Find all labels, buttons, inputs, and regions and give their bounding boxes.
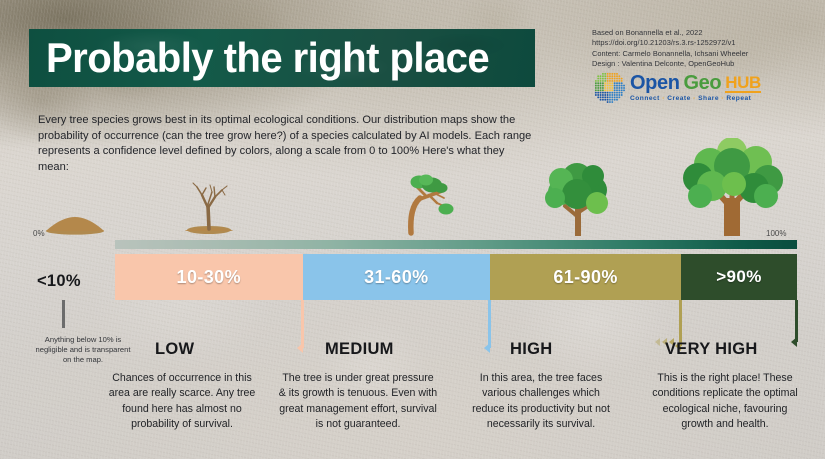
description-low: Chances of occurrence in this area are r… bbox=[108, 372, 256, 431]
tick-high bbox=[675, 300, 683, 351]
segment-range-label: >90% bbox=[716, 267, 762, 286]
below-threshold-note: Anything below 10% is negligible and is … bbox=[35, 335, 131, 364]
credit-line-content: Content: Carmelo Bonannella, Ichsani Whe… bbox=[592, 48, 749, 58]
category-label-low: LOW bbox=[155, 340, 195, 358]
segment-10-30[interactable]: 10-30% bbox=[115, 254, 303, 300]
below-threshold-label: <10% bbox=[37, 272, 81, 290]
opengeohub-logo: Open Geo HUB Connect · Create · Share · … bbox=[592, 70, 761, 104]
description-very-high: This is the right place! These condition… bbox=[652, 372, 798, 431]
category-label-medium: MEDIUM bbox=[325, 340, 394, 358]
title-banner: Probably the right place bbox=[29, 29, 535, 87]
logo-word-open: Open bbox=[630, 71, 680, 94]
category-label-very-high: VERY HIGH bbox=[665, 340, 758, 358]
description-high: In this area, the tree faces various cha… bbox=[472, 372, 610, 431]
category-label-high: HIGH bbox=[510, 340, 553, 358]
scale-max-label: 100% bbox=[766, 229, 787, 238]
page-title: Probably the right place bbox=[46, 34, 490, 81]
credits-block: Based on Bonannella et al., 2022 https:/… bbox=[592, 28, 822, 69]
segment-31-60[interactable]: 31-60% bbox=[302, 254, 491, 300]
logo-word-hub: HUB bbox=[725, 72, 761, 93]
logo-tagline: Connect · Create · Share · Repeat bbox=[630, 94, 752, 102]
scale-min-label: 0% bbox=[33, 229, 45, 238]
segment-61-90[interactable]: 61-90% bbox=[490, 254, 682, 300]
bare-mound-icon bbox=[46, 217, 104, 235]
credit-line-design: Design : Valentina Delconte, OpenGeoHub bbox=[592, 58, 735, 68]
tick-very-high bbox=[791, 300, 798, 347]
credit-line-source: Based on Bonannella et al., 2022 bbox=[592, 28, 703, 37]
segment-90[interactable]: >90% bbox=[681, 254, 797, 300]
globe-dots-icon bbox=[594, 72, 625, 103]
description-medium: The tree is under great pressure & its g… bbox=[278, 372, 438, 431]
segment-range-label: 10-30% bbox=[176, 266, 241, 287]
gradient-bar bbox=[115, 240, 797, 249]
dead-tree-icon bbox=[185, 182, 233, 234]
large-full-tree-icon bbox=[683, 138, 783, 236]
medium-tree-icon bbox=[545, 163, 608, 236]
tick-below-threshold bbox=[62, 300, 65, 328]
sparse-leaning-tree-icon bbox=[408, 174, 454, 236]
credit-line-doi: https://doi.org/10.21203/rs.3.rs-1252972… bbox=[592, 38, 736, 48]
segment-range-label: 61-90% bbox=[553, 266, 618, 287]
chevron-left-icon-high bbox=[655, 338, 675, 346]
intro-paragraph: Every tree species grows best in its opt… bbox=[38, 114, 532, 173]
logo-word-geo: Geo bbox=[683, 71, 722, 94]
probability-segments: 10-30% 31-60% 61-90% >90% bbox=[115, 254, 797, 300]
tick-medium bbox=[484, 300, 492, 353]
segment-range-label: 31-60% bbox=[364, 266, 429, 287]
tick-low bbox=[296, 300, 304, 353]
